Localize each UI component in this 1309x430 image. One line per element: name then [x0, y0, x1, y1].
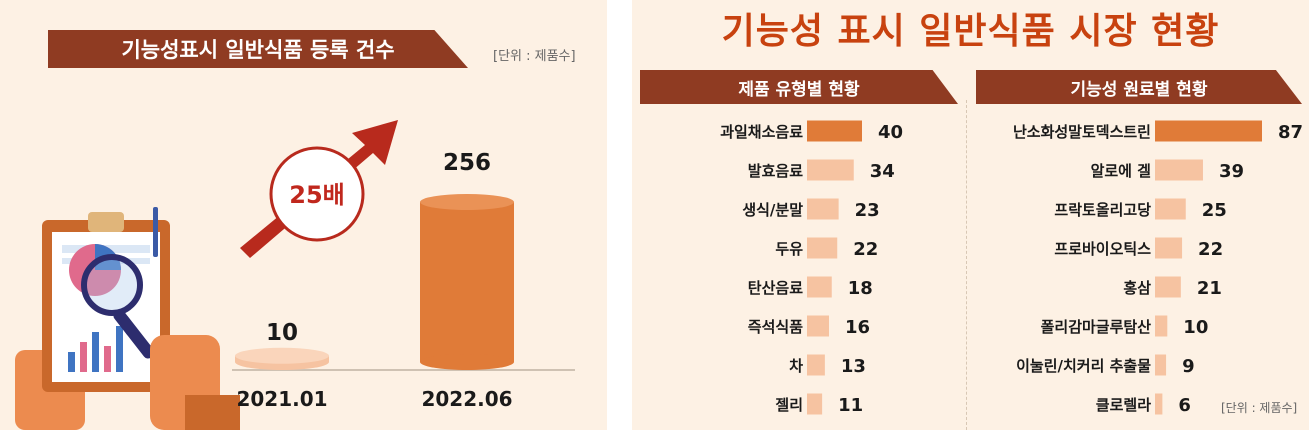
cylinder-body [420, 202, 514, 362]
category-label-1: 2021.01 [236, 387, 327, 411]
ingredient-bar-6 [1155, 315, 1168, 337]
ingredient-bar-4 [1155, 237, 1183, 259]
product-type-bar-8 [807, 393, 823, 415]
product-type-value-3: 23 [855, 200, 880, 221]
ingredient-bar-3 [1155, 198, 1186, 220]
product-type-bar-6 [807, 315, 829, 337]
ingredient-label-5: 홍삼 [1123, 279, 1151, 297]
ingredient-label-1: 난소화성말토덱스트린 [1013, 123, 1151, 141]
ingredient-value-4: 22 [1198, 239, 1223, 260]
product-type-label-4: 두유 [775, 240, 803, 258]
clipboard-clip-icon [88, 212, 124, 232]
product-type-bar-1 [807, 120, 862, 142]
left-unit-label: [단위 : 제품수] [493, 49, 576, 64]
growth-badge: 25배 [269, 146, 365, 242]
left-panel: 기능성표시 일반식품 등록 건수 [단위 : 제품수] 10 2021.01 256… [0, 0, 607, 430]
ingredient-value-5: 21 [1197, 278, 1222, 299]
growth-badge-circle [269, 146, 365, 242]
product-type-label-1: 과일채소음료 [720, 123, 803, 141]
product-type-bar-5 [807, 276, 832, 298]
product-type-banner: 제품 유형별 현황 [640, 70, 958, 104]
product-type-bar-7 [807, 354, 825, 376]
cylinder-bar-2 [420, 194, 514, 370]
ingredient-bar-7 [1155, 354, 1167, 376]
product-type-value-6: 16 [845, 317, 870, 338]
growth-label: 25배 [289, 181, 344, 209]
ingredient-label-6: 폴리감마글루탐산 [1041, 318, 1152, 336]
product-type-value-5: 18 [848, 278, 873, 299]
ingredient-label-7: 이눌린/치커리 추출물 [1016, 357, 1151, 375]
cylinder-top [420, 194, 514, 210]
ingredient-banner: 기능성 원료별 현황 [976, 70, 1302, 104]
ingredient-bar-1 [1155, 120, 1262, 142]
ingredient-heading: 기능성 원료별 현황 [1070, 79, 1208, 100]
column-divider [966, 100, 967, 430]
pen-icon [153, 207, 158, 257]
product-type-label-5: 탄산음료 [748, 279, 803, 297]
value-label-1: 10 [266, 320, 298, 346]
product-type-value-7: 13 [841, 356, 866, 377]
product-type-label-8: 젤리 [775, 396, 803, 414]
panel-gap [607, 0, 632, 430]
product-type-value-1: 40 [878, 122, 903, 143]
ingredient-bar-5 [1155, 276, 1181, 298]
product-type-bar-4 [807, 237, 838, 259]
product-type-bar-3 [807, 198, 839, 220]
ingredient-value-7: 9 [1182, 356, 1195, 377]
right-panel: 기능성 표시 일반식품 시장 현황 제품 유형별 현황 기능성 원료별 현황 과… [632, 0, 1309, 430]
left-title: 기능성표시 일반식품 등록 건수 [121, 38, 395, 62]
product-type-label-2: 발효음료 [748, 162, 803, 180]
product-type-label-3: 생식/분말 [742, 201, 803, 219]
ingredient-label-3: 프락토올리고당 [1054, 201, 1151, 219]
ingredient-bar-8 [1155, 393, 1163, 415]
category-label-2: 2022.06 [421, 387, 512, 411]
ingredient-label-8: 클로렐라 [1096, 396, 1151, 414]
cylinder-bottom [420, 354, 514, 370]
ingredient-value-1: 87 [1278, 122, 1303, 143]
ingredient-bar-2 [1155, 159, 1203, 181]
ingredient-value-3: 25 [1202, 200, 1227, 221]
product-type-label-6: 즉석식품 [748, 318, 803, 336]
market-charts: 과일채소음료 40 발효음료 34 생식/분말 23 두유 22 탄산음료 18 즉석식품 16 차 13… [720, 120, 1303, 416]
magnifier-icon [81, 254, 143, 316]
ingredient-label-4: 프로바이오틱스 [1054, 240, 1151, 258]
product-type-value-8: 11 [838, 395, 863, 416]
product-type-bar-2 [807, 159, 854, 181]
clipboard-illustration [15, 207, 240, 430]
cylinder-bar-1 [235, 347, 329, 370]
cylinder-top [235, 347, 329, 364]
ingredient-value-6: 10 [1183, 317, 1208, 338]
product-type-heading: 제품 유형별 현황 [738, 79, 860, 100]
ingredient-value-2: 39 [1219, 161, 1244, 182]
product-type-label-7: 차 [789, 357, 803, 375]
market-title: 기능성 표시 일반식품 시장 현황 [721, 11, 1220, 52]
ingredient-label-2: 알로에 겔 [1091, 162, 1151, 180]
value-label-2: 256 [443, 150, 491, 176]
left-title-banner: 기능성표시 일반식품 등록 건수 [48, 30, 468, 68]
product-type-value-2: 34 [870, 161, 895, 182]
product-type-value-4: 22 [853, 239, 878, 260]
right-unit-label: [단위 : 제품수] [1221, 401, 1298, 415]
ingredient-value-8: 6 [1178, 395, 1191, 416]
